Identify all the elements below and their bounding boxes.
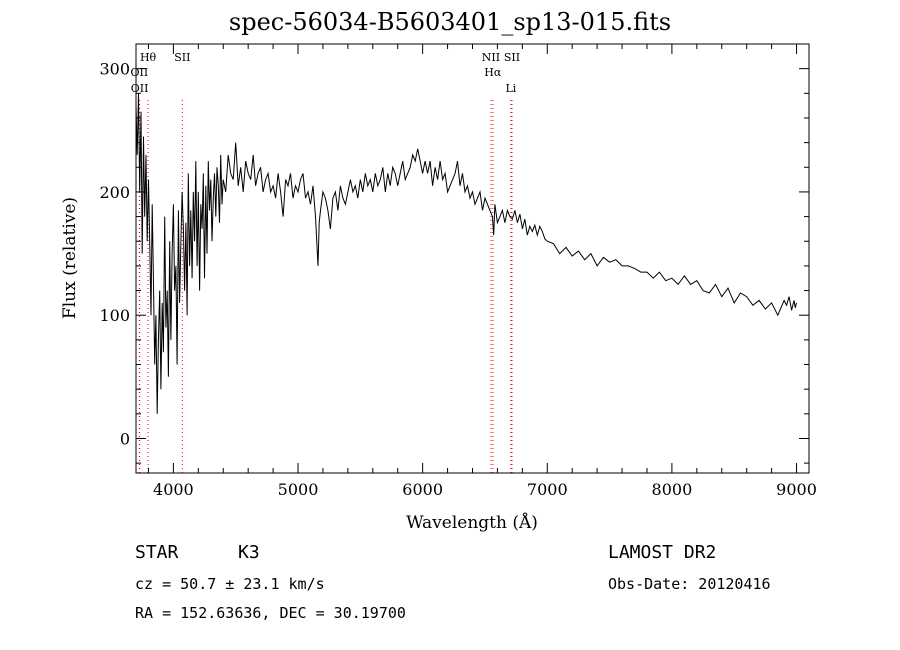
emission-line-markers — [138, 100, 513, 473]
emission-line-label: Li — [505, 82, 516, 95]
redshift-velocity: cz = 50.7 ± 23.1 km/s — [135, 575, 325, 593]
emission-line-label: Hθ — [140, 51, 157, 64]
object-subclass: K3 — [238, 542, 260, 563]
emission-line-label: SII — [174, 51, 190, 64]
y-tick-label: 100 — [99, 306, 130, 325]
plot-axes — [135, 43, 810, 474]
object-class: STAR — [135, 542, 179, 563]
x-tick-label: 9000 — [776, 480, 817, 499]
ra-dec: RA = 152.63636, DEC = 30.19700 — [135, 604, 406, 622]
observation-date: Obs-Date: 20120416 — [608, 575, 771, 593]
spectrum-line — [135, 93, 797, 414]
x-axis-label: Wavelength (Å) — [406, 512, 538, 533]
emission-line-label: Hα — [484, 66, 502, 79]
y-tick-label: 0 — [120, 429, 130, 448]
x-tick-label: 6000 — [402, 480, 443, 499]
plot-frame — [135, 43, 810, 474]
y-axis-label: Flux (relative) — [60, 197, 80, 319]
x-tick-label: 4000 — [153, 480, 194, 499]
emission-line-label: OII — [131, 66, 149, 79]
y-tick-label: 300 — [99, 60, 130, 79]
x-tick-label: 8000 — [652, 480, 693, 499]
x-tick-label: 7000 — [527, 480, 568, 499]
emission-line-label: NII — [482, 51, 500, 64]
axis-ticks — [136, 43, 809, 473]
emission-line-label: SII — [504, 51, 520, 64]
y-tick-label: 200 — [99, 183, 130, 202]
x-tick-label: 5000 — [278, 480, 319, 499]
survey-name: LAMOST DR2 — [608, 542, 717, 563]
emission-line-label: OII — [131, 82, 149, 95]
axis-tick-labels: 4000 5000 6000 7000 8000 9000 0 100 200 300 — [99, 60, 816, 499]
chart-title: spec-56034-B5603401_sp13-015.fits — [228, 8, 672, 36]
